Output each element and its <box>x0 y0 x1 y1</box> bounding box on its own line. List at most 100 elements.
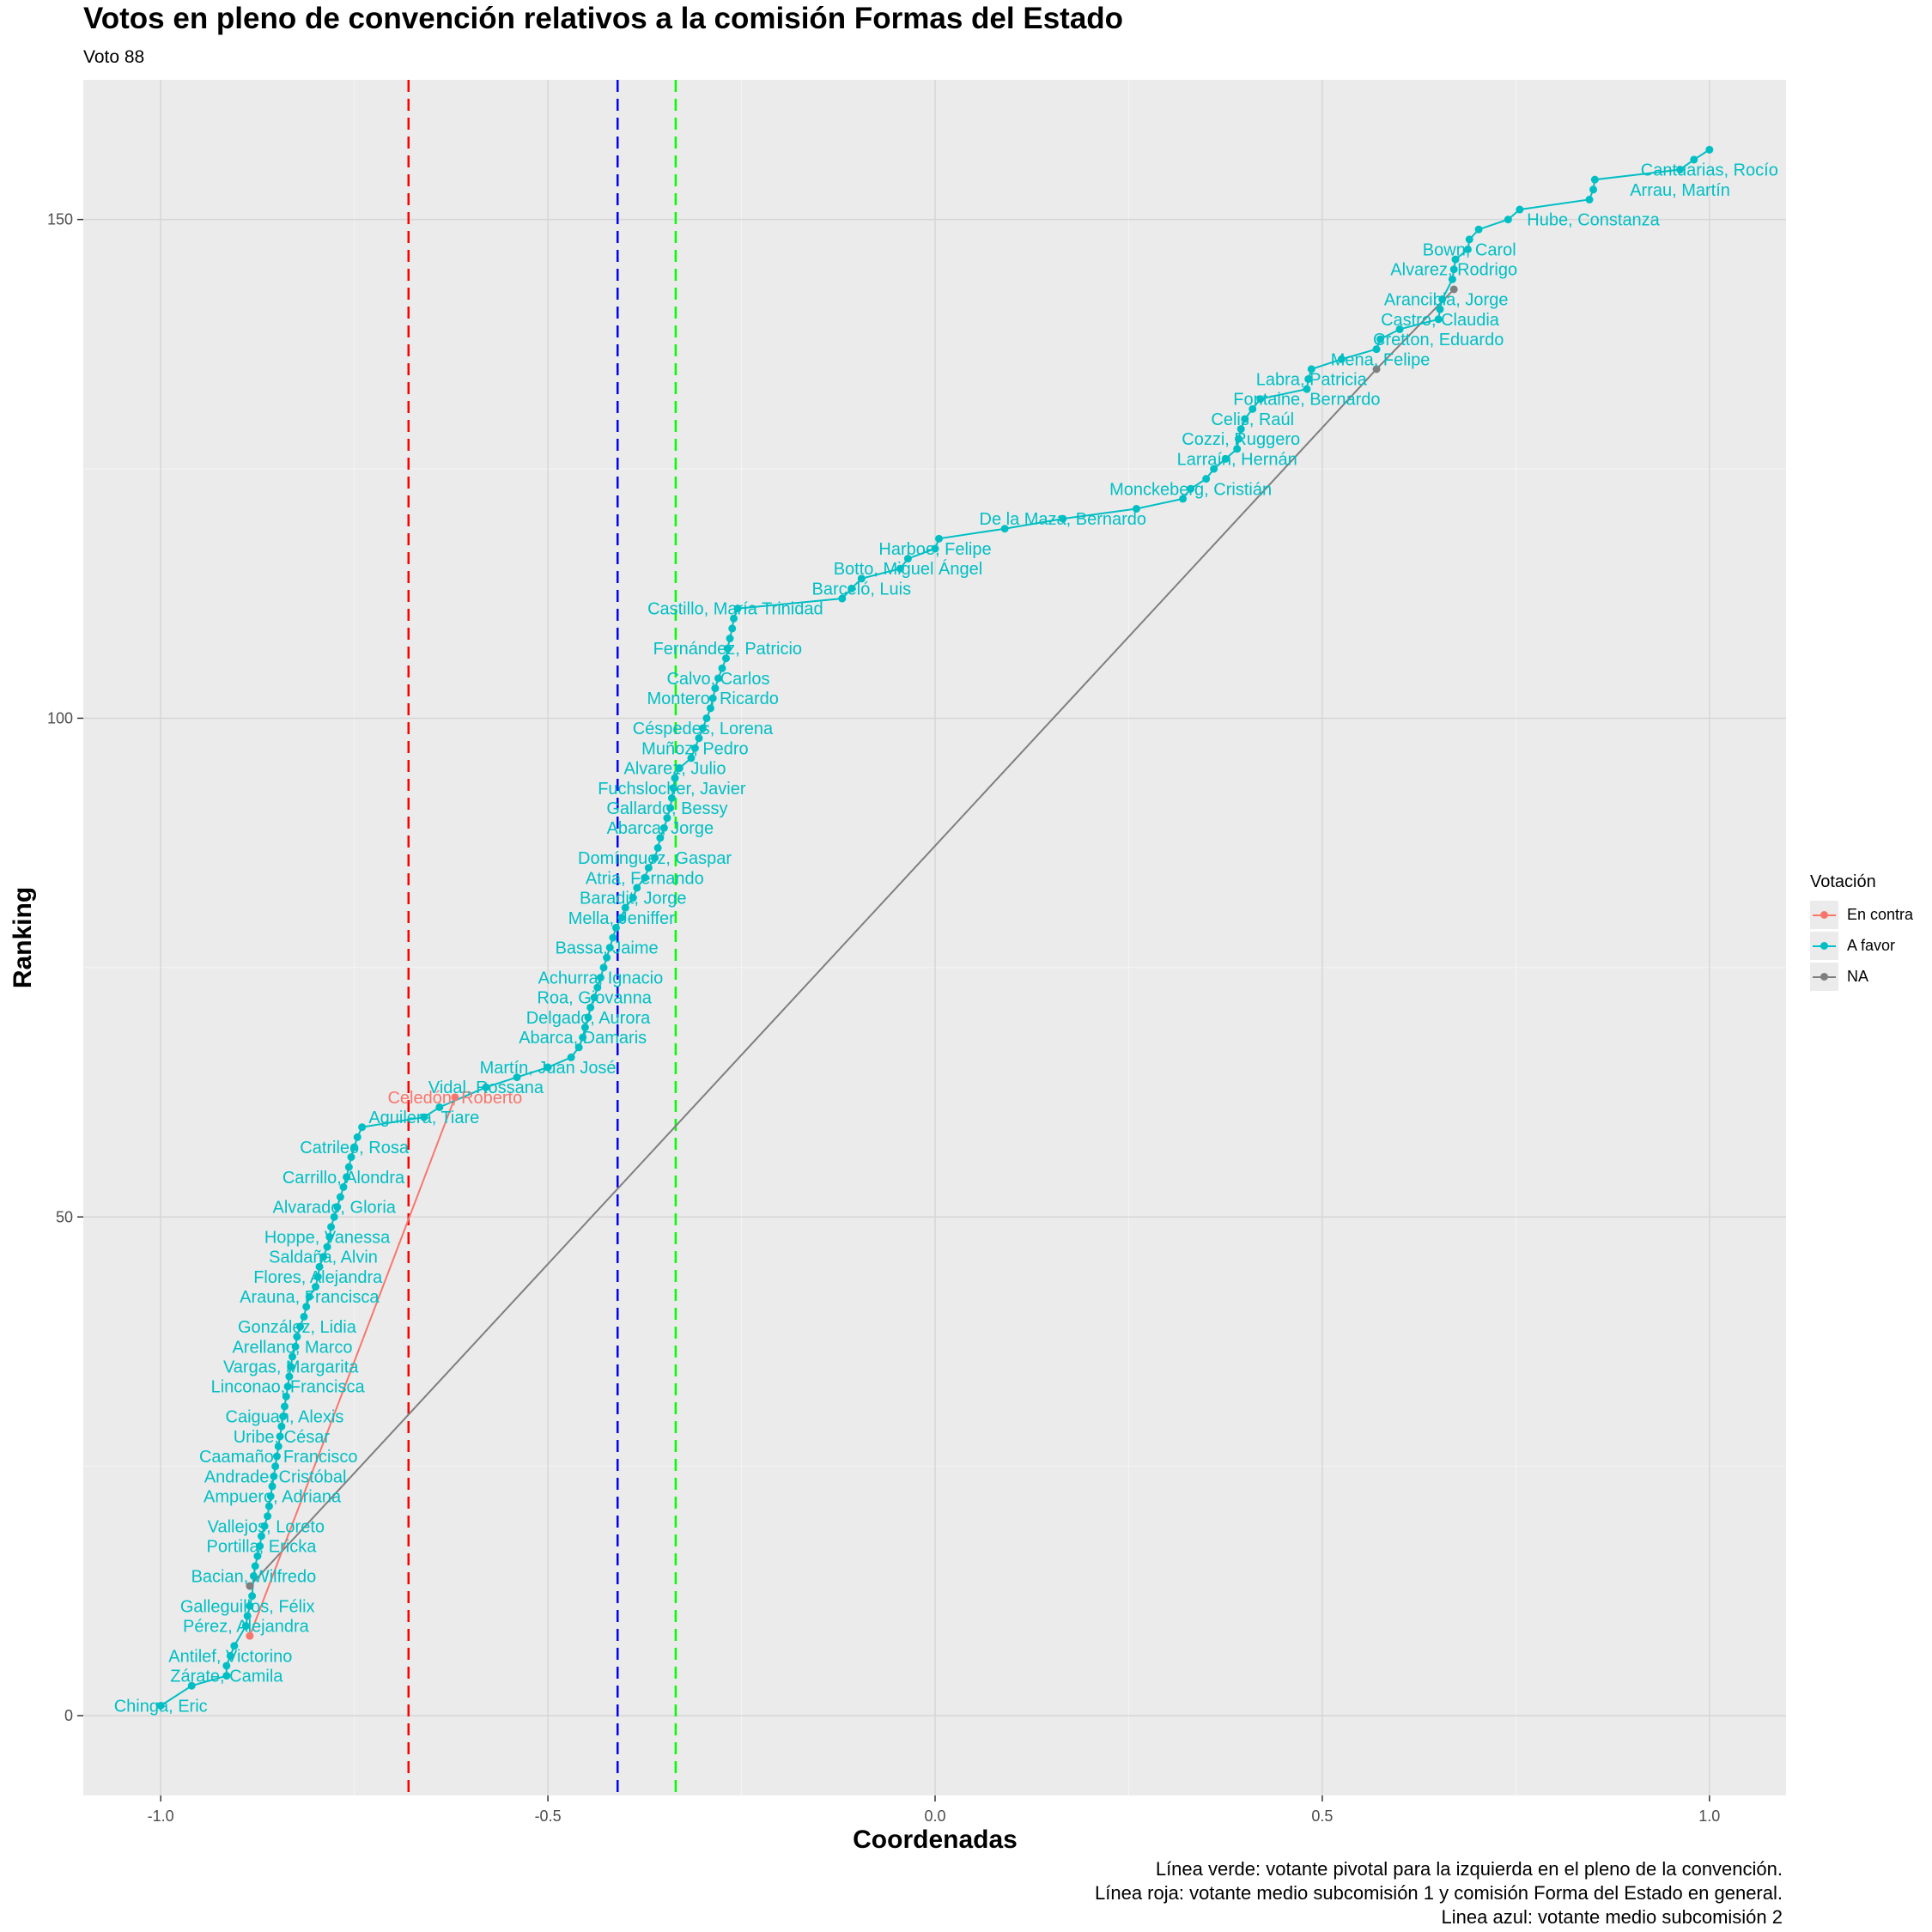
data-point <box>617 914 626 922</box>
y-tick-label: 50 <box>56 1208 73 1225</box>
data-point <box>567 1053 575 1061</box>
data-label: Uribe, César <box>234 1428 331 1447</box>
data-point <box>1451 255 1460 264</box>
data-label: Linconao, Francisca <box>211 1378 366 1397</box>
data-label: Celis, Raúl <box>1211 410 1294 429</box>
data-point <box>687 754 696 762</box>
data-point <box>280 1402 289 1411</box>
data-point <box>1585 195 1594 204</box>
data-point <box>1303 385 1311 393</box>
data-label: Martín, Juan José <box>480 1059 617 1078</box>
data-point <box>586 1003 595 1012</box>
data-point <box>733 605 742 613</box>
data-point <box>1256 395 1265 404</box>
data-point <box>319 1253 328 1261</box>
data-label: Abarca, Damaris <box>519 1029 647 1048</box>
data-point <box>1241 415 1249 423</box>
data-point <box>651 854 659 862</box>
data-point <box>1372 345 1381 354</box>
data-point <box>243 1612 252 1620</box>
data-label: Harboe, Felipe <box>878 540 991 559</box>
data-point <box>659 823 668 832</box>
data-point <box>277 1422 286 1431</box>
data-point <box>605 944 614 952</box>
data-point <box>723 644 732 653</box>
data-point <box>296 1322 305 1331</box>
data-point <box>257 1532 265 1540</box>
data-label: Cozzi, Ruggero <box>1182 430 1300 449</box>
axis-ticks: -1.0 -0.5 0.0 0.5 1.0 0 50 100 150 <box>47 211 1720 1825</box>
data-point <box>1307 365 1315 374</box>
data-label: Hoppe, Vanessa <box>264 1228 391 1247</box>
data-label: Botto, Miguel Ángel <box>834 559 982 579</box>
data-point <box>264 1502 273 1510</box>
x-axis-label: Coordenadas <box>853 1826 1018 1854</box>
data-point <box>544 1063 552 1072</box>
data-point <box>268 1482 276 1491</box>
data-point <box>226 1651 234 1660</box>
legend-key-en-contra <box>1810 900 1838 929</box>
data-point <box>1376 335 1385 343</box>
data-point <box>1463 245 1472 253</box>
legend: Votación En contra A favor NA <box>1810 872 1913 992</box>
data-point <box>690 744 699 752</box>
data-label: Baradit, Jorge <box>580 890 687 908</box>
data-label: Mella, Jeniffer <box>568 909 675 928</box>
data-point <box>266 1492 275 1501</box>
caption-line-red: Línea roja: votante medio subcomisión 1 … <box>1095 1882 1783 1904</box>
data-point <box>1233 445 1242 453</box>
grid-major <box>83 80 1786 1795</box>
data-point <box>1235 434 1243 443</box>
data-point <box>656 834 665 842</box>
data-point <box>1179 495 1188 503</box>
data-point <box>1676 166 1685 174</box>
data-label: Muñoz, Pedro <box>641 739 749 758</box>
y-axis-label: Ranking <box>9 887 37 988</box>
legend-item-na: NA <box>1810 961 1913 992</box>
data-point <box>609 933 617 942</box>
data-label: Larraín, Hernán <box>1177 450 1297 469</box>
data-point <box>336 1193 344 1201</box>
data-point <box>1000 525 1009 533</box>
legend-label-na: NA <box>1847 967 1869 985</box>
data-point <box>353 1133 361 1141</box>
data-label: Antilef, Victorino <box>168 1647 292 1666</box>
data-point <box>714 674 722 683</box>
data-label: Castillo, María Trinidad <box>647 600 823 619</box>
data-point <box>343 1173 351 1182</box>
data-point <box>302 1303 311 1311</box>
data-label: Flores, Alejandra <box>253 1268 383 1287</box>
x-tick-label: -0.5 <box>535 1807 562 1825</box>
data-label: Caamaño, Francisco <box>199 1448 358 1467</box>
data-point <box>667 793 676 802</box>
data-point <box>711 684 720 693</box>
legend-key-a-favor <box>1810 931 1838 960</box>
data-point <box>722 654 731 663</box>
data-label: Caiguan, Alexis <box>226 1408 344 1427</box>
data-label: Fuchslocher, Javier <box>598 780 746 799</box>
data-point <box>323 1242 331 1251</box>
data-point <box>1187 484 1195 493</box>
data-point <box>666 804 675 812</box>
data-point <box>593 983 602 992</box>
series-labels: Celedón, Roberto Chinga, Eric Zárate, Cami… <box>114 161 1778 1716</box>
data-point <box>187 1681 196 1690</box>
data-point <box>246 1631 254 1640</box>
data-label: Labra, Patricia <box>1256 370 1368 389</box>
data-point <box>1449 285 1458 294</box>
caption: Línea verde: votante pivotal para la izq… <box>1095 1857 1783 1929</box>
data-point <box>675 764 683 773</box>
data-point <box>584 1013 592 1022</box>
data-label: Portilla, Ericka <box>207 1538 318 1557</box>
legend-item-a-favor: A favor <box>1810 930 1913 961</box>
data-label: Céspedes, Lorena <box>633 720 774 738</box>
y-tick-label: 100 <box>47 709 73 726</box>
data-point <box>695 734 703 743</box>
legend-title: Votación <box>1810 872 1876 891</box>
data-point <box>931 544 939 553</box>
data-label: Gallardo, Bessy <box>606 799 727 818</box>
data-point <box>1590 175 1599 184</box>
data-point <box>580 1024 589 1032</box>
data-point <box>347 1153 355 1162</box>
data-point <box>1516 205 1524 214</box>
